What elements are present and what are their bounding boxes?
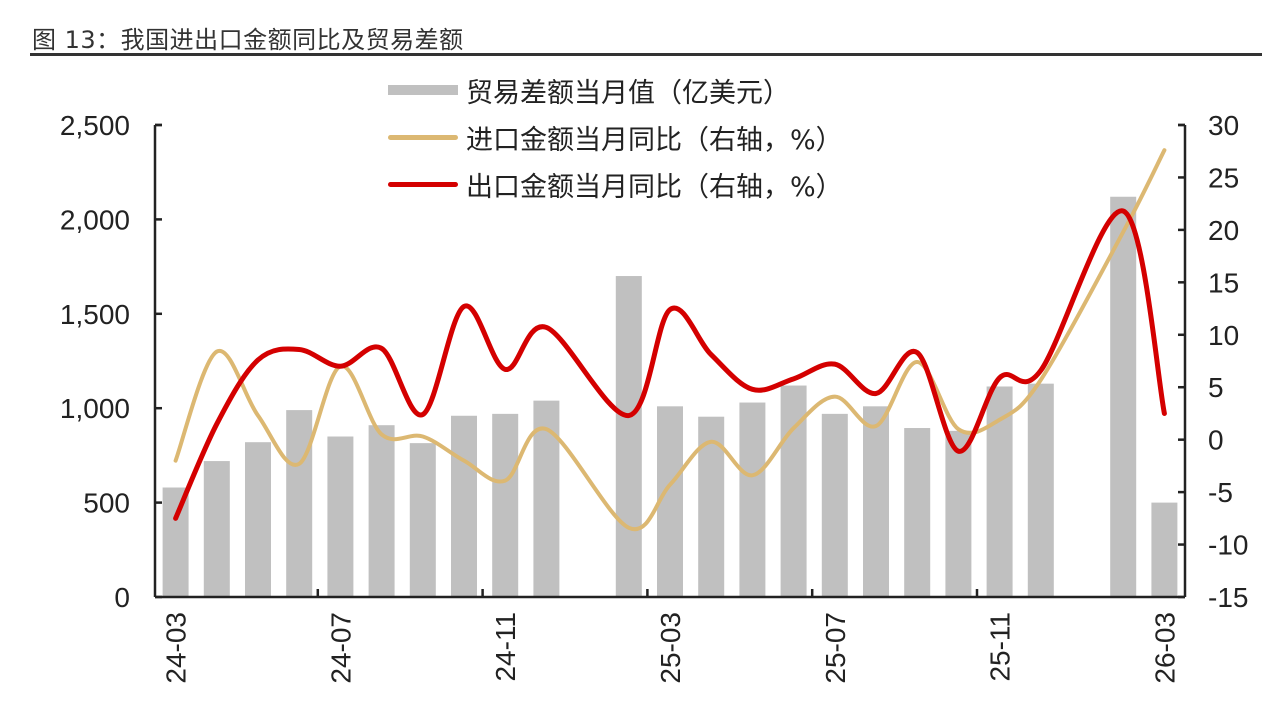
trade-balance-bar (1110, 196, 1137, 597)
export-yoy-line (173, 208, 1167, 521)
trade-balance-bar (327, 436, 354, 597)
trade-balance-bar (492, 413, 519, 597)
title-underline (30, 53, 1262, 56)
right-axis-tick-label: 5 (1208, 372, 1224, 403)
right-axis-tick-label: -5 (1208, 477, 1233, 508)
x-axis-tick-label: 25-03 (655, 612, 686, 684)
legend-label: 进口金额当月同比（右轴，%） (466, 124, 843, 156)
right-axis-tick-label: 10 (1208, 320, 1239, 351)
right-axis-tick-label: 30 (1208, 110, 1239, 141)
trade-balance-bar (409, 443, 436, 597)
left-axis-tick-label: 0 (114, 582, 130, 613)
legend-swatch-import-line (388, 134, 458, 140)
yoy-lines (173, 148, 1167, 532)
left-axis-tick-label: 2,000 (60, 204, 130, 235)
trade-balance-bar (286, 410, 313, 597)
x-axis-tick-label: 24-11 (490, 612, 521, 682)
legend-item-import-yoy: 进口金额当月同比（右轴，%） (388, 117, 843, 157)
trade-balance-bar (451, 415, 477, 597)
trade-balance-bar (821, 413, 848, 597)
left-axis-tick-label: 2,500 (60, 110, 130, 141)
trade-balance-bar (615, 276, 642, 597)
trade-balance-bar (203, 461, 230, 597)
trade-balance-bars (162, 196, 1178, 597)
x-axis-tick-label: 26-03 (1149, 612, 1180, 684)
legend-label: 出口金额当月同比（右轴，%） (466, 171, 843, 203)
right-axis-tick-label: 15 (1208, 267, 1239, 298)
import-yoy-line (173, 148, 1167, 532)
x-axis-tick-label: 25-07 (820, 612, 851, 684)
right-axis-tick-label: 0 (1208, 425, 1224, 456)
trade-balance-bar (1151, 502, 1178, 597)
left-axis-tick-label: 1,500 (60, 299, 130, 330)
trade-balance-bar (904, 428, 931, 597)
x-axis-tick-label: 24-07 (325, 612, 356, 684)
chart-title: 图 13：我国进出口金额同比及贸易差额 (32, 26, 464, 54)
trade-balance-bar (739, 402, 766, 597)
trade-balance-bar (863, 406, 889, 597)
left-axis-tick-label: 500 (83, 488, 130, 519)
trade-balance-bar (368, 425, 395, 597)
right-axis-tick-label: -15 (1208, 582, 1248, 613)
trade-balance-bar (1027, 383, 1054, 597)
right-axis-tick-label: -10 (1208, 530, 1248, 561)
trade-balance-bar (945, 430, 972, 597)
right-axis-tick-label: 25 (1208, 162, 1239, 193)
legend-swatch-bar (388, 85, 458, 95)
x-axis-tick-label: 25-11 (985, 612, 1016, 682)
x-axis-tick-label: 24-03 (161, 612, 192, 684)
left-axis-tick-label: 1,000 (60, 393, 130, 424)
legend-swatch-export-line (388, 181, 458, 187)
axes: 0 500 1,000 1,500 2,000 2,500 -15 -10 -5 0 5 10 15 20… (60, 110, 1249, 684)
legend-item-trade-balance: 贸易差额当月值（亿美元） (388, 70, 790, 110)
right-axis-tick-label: 20 (1208, 215, 1239, 246)
legend-label: 贸易差额当月值（亿美元） (466, 77, 790, 109)
trade-balance-bar (245, 442, 271, 597)
legend-item-export-yoy: 出口金额当月同比（右轴，%） (388, 164, 843, 204)
trade-balance-bar (162, 487, 189, 597)
